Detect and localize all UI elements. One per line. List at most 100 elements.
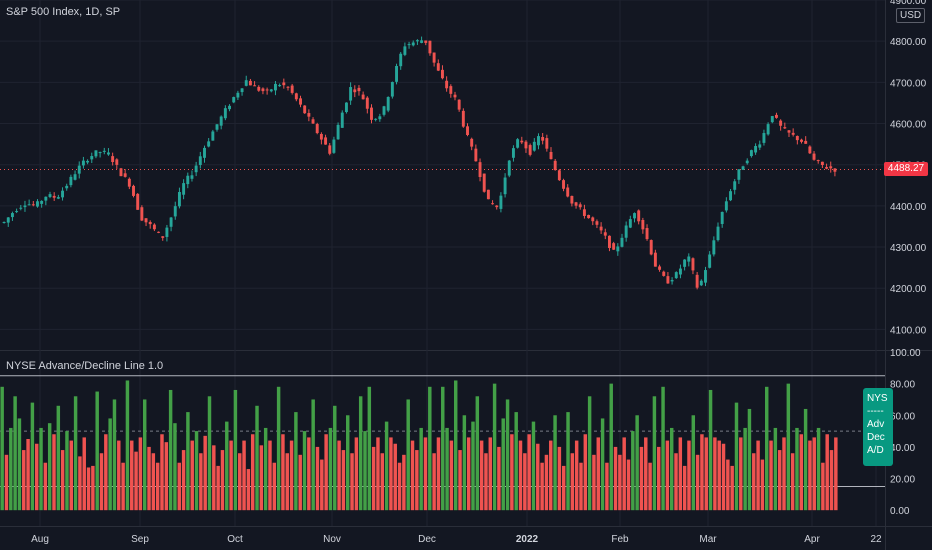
indicator-bar bbox=[238, 453, 242, 511]
candle-body bbox=[169, 217, 173, 227]
indicator-bar bbox=[354, 437, 359, 511]
indicator-bar bbox=[285, 453, 289, 511]
indicator-bar bbox=[125, 380, 130, 511]
candle-body bbox=[219, 116, 223, 126]
indicator-bar bbox=[661, 386, 665, 511]
candle-body bbox=[599, 226, 603, 231]
candle-body bbox=[349, 87, 353, 101]
candle-body bbox=[261, 88, 265, 92]
candle-body bbox=[570, 195, 574, 204]
candle-body bbox=[733, 181, 737, 190]
candle-body bbox=[474, 148, 478, 162]
indicator-bar bbox=[419, 427, 423, 511]
indicator-bar bbox=[441, 386, 445, 511]
indicator-bar bbox=[475, 396, 480, 511]
legend-line: Adv bbox=[867, 419, 885, 430]
indicator-bar bbox=[203, 435, 207, 511]
indicator-bar bbox=[540, 462, 544, 511]
candle-body bbox=[708, 254, 712, 268]
price-tick-label: 4900.00 bbox=[890, 0, 927, 7]
candle-body bbox=[182, 183, 186, 195]
candle-body bbox=[432, 52, 436, 63]
indicator-bar bbox=[458, 450, 462, 511]
indicator-bar bbox=[181, 450, 186, 511]
candle-body bbox=[207, 141, 211, 147]
candle-body bbox=[211, 131, 215, 141]
indicator-bar bbox=[121, 462, 125, 511]
indicator-bar bbox=[639, 446, 644, 511]
candle-body bbox=[353, 89, 357, 93]
indicator-bar bbox=[142, 399, 147, 511]
candle-body bbox=[633, 213, 636, 219]
indicator-bar bbox=[47, 423, 52, 511]
candle-body bbox=[415, 40, 419, 42]
candle-body bbox=[332, 139, 336, 153]
indicator-bar bbox=[65, 431, 69, 511]
indicator-bar bbox=[609, 383, 613, 511]
time-tick-label: Aug bbox=[31, 534, 49, 545]
candle-body bbox=[428, 40, 432, 54]
indicator-legend-box: NYS ----- Adv Dec A/D bbox=[863, 388, 893, 466]
indicator-bar bbox=[730, 465, 734, 511]
indicator-bar bbox=[207, 396, 212, 511]
candle-body bbox=[808, 146, 812, 154]
indicator-bar bbox=[259, 445, 264, 511]
indicator-bar bbox=[596, 437, 600, 511]
time-axis: Aug Sep Oct Nov Dec 2022 Feb Mar Apr 22 bbox=[31, 534, 882, 545]
indicator-bar bbox=[592, 454, 596, 511]
price-tick-label: 4400.00 bbox=[890, 202, 927, 213]
currency-label[interactable]: USD bbox=[896, 8, 926, 23]
indicator-bar bbox=[155, 462, 160, 511]
indicator-bar bbox=[445, 427, 449, 511]
chart-title: S&P 500 Index, 1D, SP bbox=[6, 6, 121, 18]
candle-body bbox=[704, 270, 707, 283]
candle-body bbox=[265, 89, 269, 91]
candle-body bbox=[244, 80, 248, 86]
indicator-bar bbox=[302, 431, 307, 511]
candle-body bbox=[144, 218, 148, 223]
indicator-bar bbox=[570, 453, 575, 511]
candle-body bbox=[127, 178, 131, 187]
candle-body bbox=[770, 116, 774, 123]
indicator-bar bbox=[384, 421, 389, 511]
candle-body bbox=[574, 202, 578, 206]
indicator-bar bbox=[834, 437, 838, 511]
candle-body bbox=[816, 160, 820, 162]
indicator-bar bbox=[43, 462, 48, 511]
indicator-bar bbox=[393, 443, 397, 511]
indicator-axis: 0.00 20.00 40.00 60.00 80.00 100.00 bbox=[890, 348, 921, 517]
candle-body bbox=[528, 145, 532, 155]
candle-body bbox=[282, 82, 286, 86]
indicator-bar bbox=[294, 412, 298, 511]
indicator-bar bbox=[605, 462, 609, 511]
candle-body bbox=[399, 53, 403, 67]
candle-body bbox=[758, 144, 762, 148]
indicator-bar bbox=[717, 440, 721, 511]
candle-body bbox=[820, 161, 824, 166]
indicator-bar bbox=[263, 427, 268, 511]
candle-body bbox=[190, 175, 194, 179]
candle-body bbox=[236, 92, 240, 98]
price-tick-label: 4800.00 bbox=[890, 37, 927, 48]
candle-body bbox=[40, 200, 44, 204]
candle-body bbox=[303, 105, 307, 114]
indicator-bar bbox=[484, 453, 488, 511]
candle-body bbox=[173, 206, 177, 217]
indicator-title[interactable]: NYSE Advance/Decline Line 1.0 bbox=[6, 360, 164, 372]
indicator-bar bbox=[276, 386, 281, 511]
indicator-bar bbox=[799, 434, 804, 511]
candle-body bbox=[578, 204, 582, 208]
candle-body bbox=[56, 197, 60, 199]
indicator-bar bbox=[86, 467, 91, 511]
indicator-bar bbox=[315, 446, 320, 511]
indicator-bar bbox=[682, 465, 687, 511]
indicator-bar bbox=[328, 427, 333, 511]
indicator-bar bbox=[406, 399, 410, 511]
candle-body bbox=[257, 86, 261, 91]
candle-body bbox=[766, 124, 770, 135]
candle-body bbox=[232, 97, 236, 103]
indicator-bar bbox=[786, 383, 791, 511]
candle-body bbox=[491, 203, 495, 205]
indicator-bar bbox=[678, 437, 683, 511]
candle-body bbox=[311, 119, 315, 124]
